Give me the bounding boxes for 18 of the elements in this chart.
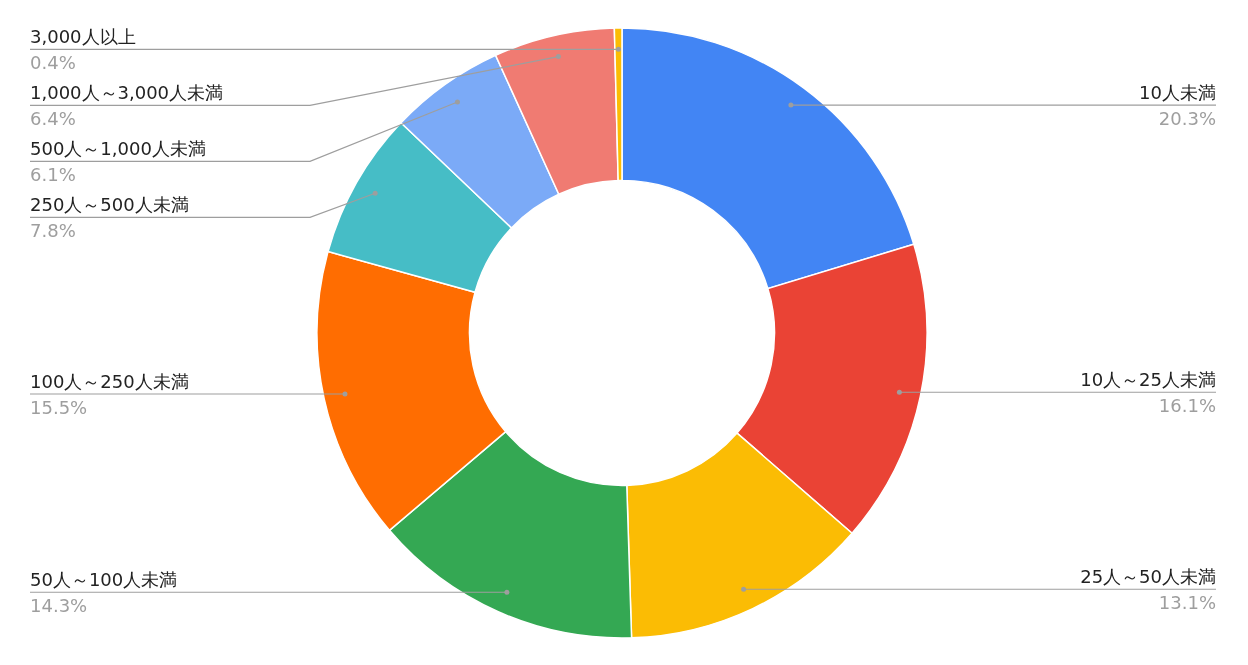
slice-label: 100人～250人未満 (30, 371, 189, 393)
data-label: 0.4% (30, 52, 76, 74)
data-label: 13.1% (1158, 592, 1216, 614)
data-label: 6.1% (30, 164, 76, 186)
data-label: 14.3% (30, 595, 88, 617)
data-label: 15.5% (30, 397, 88, 419)
slice-label: 3,000人以上 (30, 26, 136, 48)
slice-label: 10人～25人未満 (1080, 369, 1216, 391)
slice-label: 500人～1,000人未満 (30, 138, 206, 160)
slice-label: 10人未満 (1139, 82, 1216, 104)
slice-label: 1,000人～3,000人未満 (30, 82, 224, 104)
slice-label: 25人～50人未満 (1080, 566, 1216, 588)
data-label: 7.8% (30, 220, 76, 242)
data-label: 16.1% (1158, 395, 1216, 417)
data-label: 20.3% (1158, 108, 1216, 130)
slice-label: 250人～500人未満 (30, 194, 189, 216)
data-label: 6.4% (30, 108, 76, 130)
slice-label: 50人～100人未満 (30, 569, 178, 591)
